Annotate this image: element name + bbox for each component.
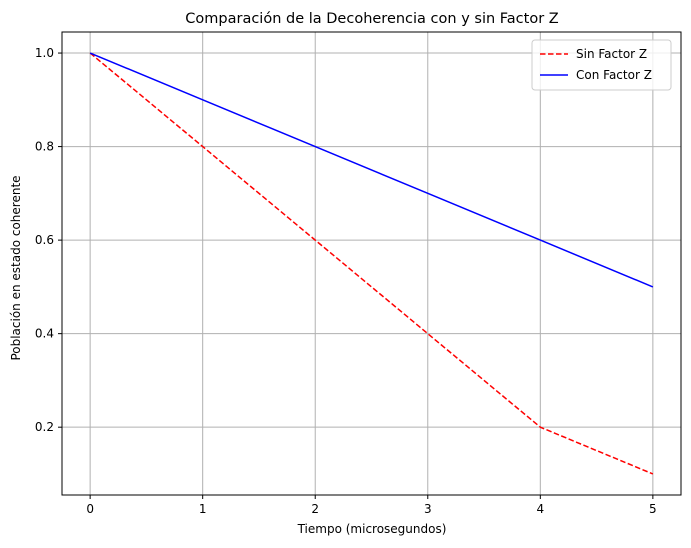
x-tick-label: 2 [311,502,319,516]
legend-label: Con Factor Z [576,68,652,82]
x-tick-label: 1 [199,502,207,516]
y-tick-label: 0.6 [35,233,54,247]
chart-title: Comparación de la Decoherencia con y sin… [185,11,558,27]
x-tick-label: 0 [86,502,94,516]
legend: Sin Factor Z Con Factor Z [531,39,672,91]
x-tick-label: 3 [424,502,432,516]
axes [58,31,682,499]
series-line-sin-factor-z [89,52,654,475]
y-axis-label: Población en estado coherente [9,175,23,360]
series-line-con-factor-z [89,52,654,288]
x-tick-label: 5 [649,502,657,516]
legend-box [531,39,672,91]
y-tick-label: 0.2 [35,420,54,434]
y-tick-label: 1.0 [35,46,54,60]
plot-frame [61,31,682,496]
x-tick-label: 4 [536,502,544,516]
tick-labels: 0 1 2 3 4 5 0.2 0.4 0.6 0.8 1.0 [35,46,657,516]
x-axis-label: Tiempo (microsegundos) [297,522,447,536]
y-tick-label: 0.4 [35,327,54,341]
legend-label: Sin Factor Z [576,47,647,61]
series-lines [89,52,654,475]
y-tick-label: 0.8 [35,140,54,154]
